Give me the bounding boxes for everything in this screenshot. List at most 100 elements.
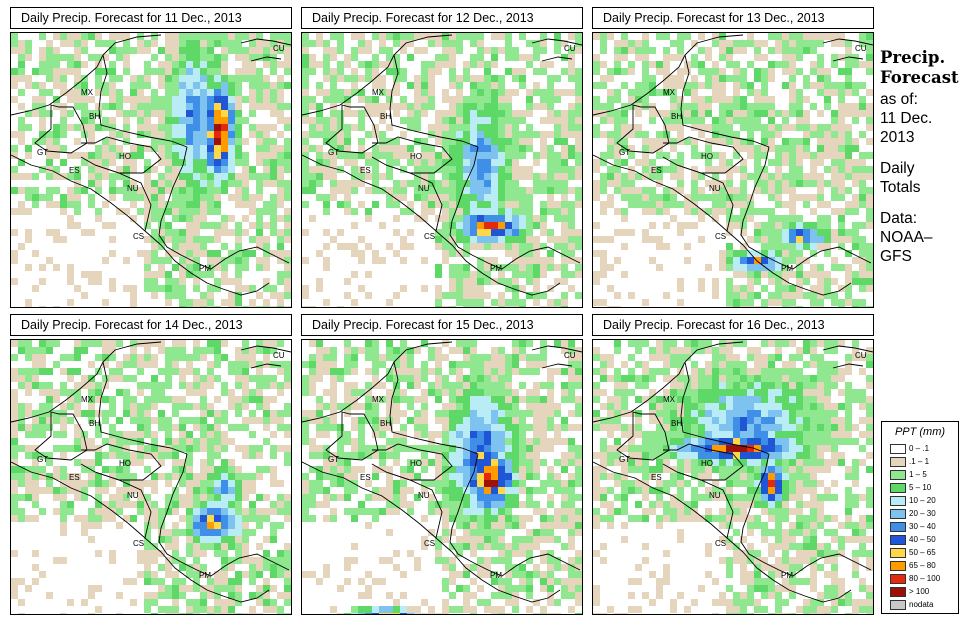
grid-cell [782,243,789,250]
grid-cell [698,152,705,159]
grid-cell [186,264,193,271]
grid-cell [242,180,249,187]
grid-cell [123,208,130,215]
grid-cell [116,61,123,68]
grid-cell [456,187,463,194]
grid-cell [386,159,393,166]
grid-cell [470,229,477,236]
grid-cell [775,278,782,285]
grid-cell [109,124,116,131]
grid-cell [691,236,698,243]
grid-cell [102,103,109,110]
grid-cell [540,278,547,285]
grid-cell [137,82,144,89]
grid-cell [421,68,428,75]
grid-cell [796,208,803,215]
grid-cell [284,152,291,159]
grid-cell [575,82,582,89]
grid-cell [330,194,337,201]
grid-cell [628,243,635,250]
grid-cell [621,110,628,117]
grid-cell [684,229,691,236]
grid-cell [60,33,67,40]
grid-cell [207,187,214,194]
grid-cell [635,173,642,180]
grid-cell [463,110,470,117]
grid-cell [505,173,512,180]
grid-cell [712,208,719,215]
grid-cell [789,187,796,194]
grid-cell [754,117,761,124]
grid-cell [491,138,498,145]
grid-cell [337,96,344,103]
grid-cell [435,47,442,54]
grid-cell [428,222,435,229]
grid-cell [172,257,179,264]
grid-cell [302,201,309,208]
grid-cell [358,68,365,75]
grid-cell [575,180,582,187]
grid-cell [309,271,316,278]
grid-cell [137,89,144,96]
grid-cell [407,285,414,292]
grid-cell [95,75,102,82]
grid-cell [526,166,533,173]
grid-cell [137,201,144,208]
grid-cell [456,124,463,131]
grid-cell [491,103,498,110]
grid-cell [733,33,740,40]
grid-cell [123,68,130,75]
grid-cell [796,117,803,124]
grid-cell [547,173,554,180]
grid-cell [323,54,330,61]
grid-cell [747,285,754,292]
grid-cell [25,61,32,68]
grid-cell [593,159,600,166]
grid-cell [621,89,628,96]
grid-cell [116,278,123,285]
grid-cell [789,124,796,131]
grid-cell [393,166,400,173]
grid-cell [337,257,344,264]
grid-cell [144,40,151,47]
grid-cell [663,285,670,292]
grid-cell [186,33,193,40]
grid-cell [88,285,95,292]
grid-cell [698,292,705,299]
grid-cell [207,159,214,166]
grid-cell [186,159,193,166]
grid-cell [575,208,582,215]
grid-cell [600,110,607,117]
grid-cell [561,138,568,145]
grid-cell [621,306,628,307]
grid-cell [151,222,158,229]
grid-cell [158,250,165,257]
grid-cell [386,292,393,299]
grid-cell [796,82,803,89]
grid-cell [323,61,330,68]
grid-cell [698,166,705,173]
grid-cell [228,68,235,75]
grid-cell [421,110,428,117]
grid-cell [845,145,852,152]
grid-cell [491,299,498,306]
grid-cell [337,278,344,285]
grid-cell [130,40,137,47]
grid-cell [221,33,228,40]
grid-cell [803,110,810,117]
grid-cell [256,75,263,82]
grid-cell [575,243,582,250]
grid-cell [607,110,614,117]
grid-cell [649,229,656,236]
grid-cell [831,89,838,96]
grid-cell [165,159,172,166]
grid-cell [761,82,768,89]
grid-cell [635,257,642,264]
grid-cell [414,110,421,117]
grid-cell [845,75,852,82]
country-label: HO [119,152,131,161]
grid-cell [74,40,81,47]
grid-cell [498,47,505,54]
grid-cell [95,354,102,361]
grid-cell [102,68,109,75]
